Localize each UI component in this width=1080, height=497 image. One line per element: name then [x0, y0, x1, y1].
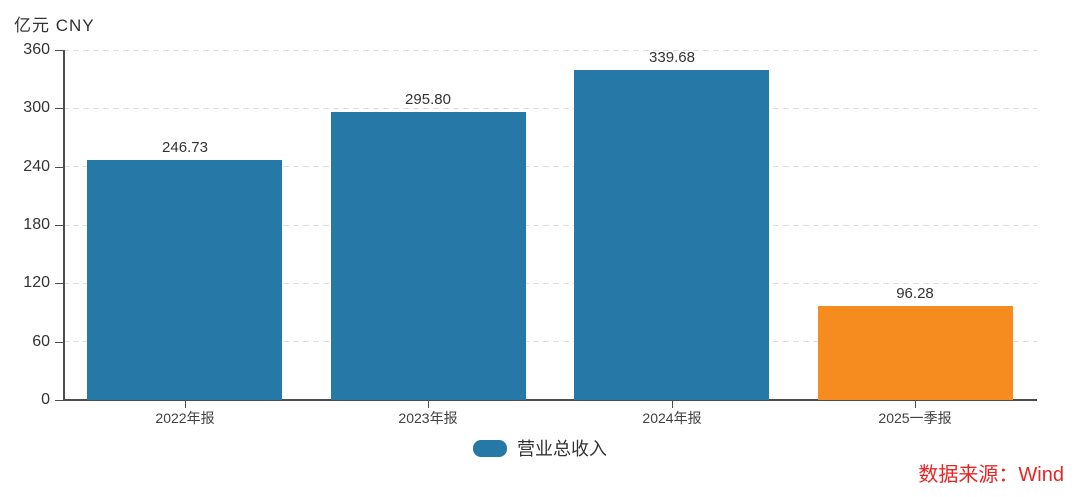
x-tick-label-2025一季报: 2025一季报	[878, 410, 952, 426]
legend: 营业总收入	[0, 434, 1080, 462]
x-tick-mark-2022年报	[185, 401, 186, 408]
y-tick-label-0: 0	[41, 391, 50, 408]
bar-2023年报	[331, 112, 526, 400]
gridline-300	[63, 107, 1037, 109]
x-tick-mark-2023年报	[428, 401, 429, 408]
y-tick-mark-60	[55, 341, 63, 343]
y-tick-mark-0	[55, 400, 63, 401]
bar-value-label-2023年报: 295.80	[405, 91, 451, 109]
x-axis-line	[63, 399, 1037, 401]
x-tick-mark-2025一季报	[915, 401, 916, 408]
gridline-240	[63, 166, 1037, 168]
y-axis-line	[63, 50, 65, 400]
bar-value-label-2025一季报: 96.28	[896, 285, 934, 303]
y-tick-mark-300	[55, 108, 63, 110]
bar-value-label-2022年报: 246.73	[162, 139, 208, 157]
x-tick-mark-2024年报	[672, 401, 673, 408]
y-tick-mark-240	[55, 166, 63, 168]
data-source-label: 数据来源：Wind	[918, 464, 1064, 486]
gridline-120	[63, 282, 1037, 284]
x-tick-label-2024年报: 2024年报	[642, 410, 702, 426]
x-tick-label-2023年报: 2023年报	[398, 410, 458, 426]
gridline-180	[63, 224, 1037, 226]
y-tick-label-300: 300	[23, 99, 50, 117]
y-tick-label-240: 240	[23, 157, 50, 175]
y-tick-label-120: 120	[23, 274, 50, 292]
gridline-60	[63, 341, 1037, 343]
legend-label: 营业总收入	[517, 439, 607, 459]
y-axis-unit-label: 亿元 CNY	[14, 16, 95, 35]
gridline-360	[63, 49, 1037, 51]
y-tick-mark-180	[55, 225, 63, 226]
bar-2022年报	[87, 160, 282, 400]
y-tick-label-360: 360	[23, 41, 50, 58]
legend-swatch	[473, 439, 507, 457]
y-tick-mark-360	[55, 50, 63, 51]
bar-value-label-2024年报: 339.68	[649, 48, 695, 66]
y-tick-mark-120	[55, 283, 63, 285]
y-tick-label-180: 180	[23, 216, 50, 233]
bar-2024年报	[574, 69, 769, 400]
bar-2025一季报	[818, 306, 1013, 400]
x-tick-label-2022年报: 2022年报	[155, 410, 215, 426]
y-tick-label-60: 60	[32, 332, 50, 350]
